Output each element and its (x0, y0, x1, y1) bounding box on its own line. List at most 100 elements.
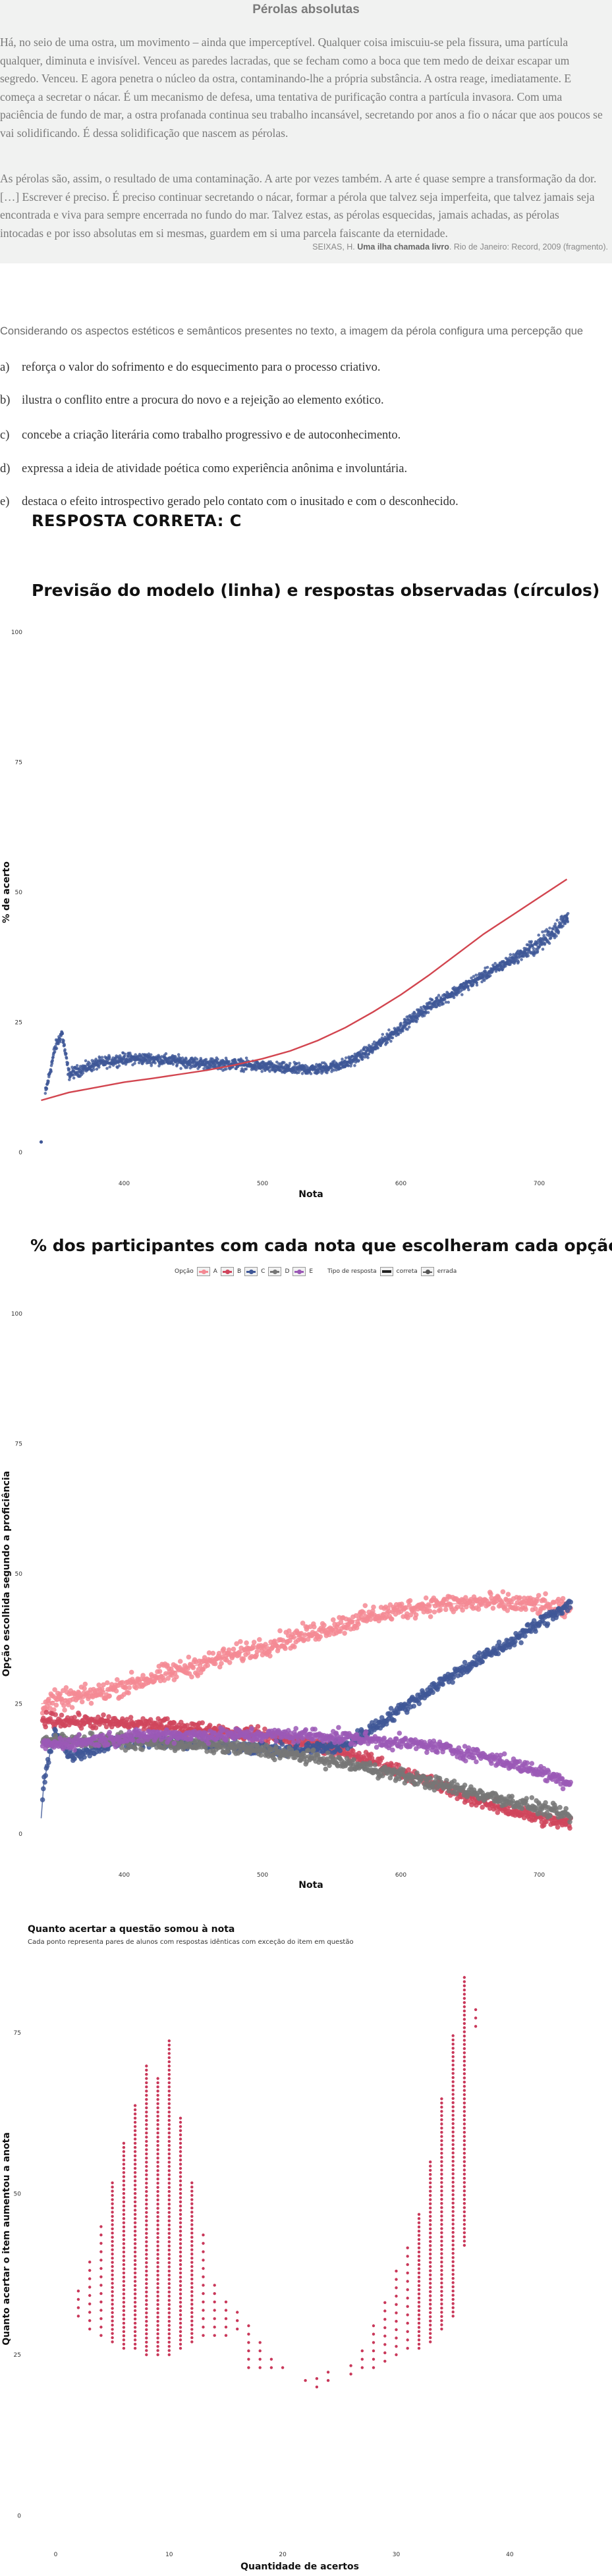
chart2-legend: Opção A B C D E Tipo de resposta correta… (175, 1265, 457, 1278)
series-point (269, 1747, 275, 1752)
series-point (318, 1634, 323, 1640)
series-point (72, 1715, 77, 1720)
series-point (123, 1685, 128, 1690)
series-point (519, 1806, 524, 1811)
option-a[interactable]: a) reforça o valor do sofrimento e do esq… (0, 361, 381, 375)
series-point (323, 1766, 329, 1772)
observed-point (171, 1062, 175, 1066)
observed-point (57, 1042, 60, 1046)
observed-point (486, 965, 489, 969)
series-point (189, 1674, 194, 1680)
series-point (531, 1618, 537, 1623)
series-point (107, 1693, 112, 1699)
series-point (43, 1709, 49, 1715)
series-point (165, 1716, 170, 1721)
series-point (115, 1677, 120, 1682)
series-point (226, 1647, 232, 1653)
observed-point (216, 1058, 219, 1061)
series-point (407, 1598, 413, 1603)
series-point (524, 1796, 529, 1801)
series-point (517, 1595, 522, 1601)
series-point (547, 1813, 553, 1819)
observed-point (381, 1033, 385, 1036)
observed-point (467, 988, 470, 992)
observed-point (565, 916, 569, 921)
series-point (287, 1628, 292, 1634)
y-axis-label: % de acerto (1, 861, 12, 923)
option-d[interactable]: d) expressa a ideia de atividade poética … (0, 462, 407, 476)
series-point (496, 1640, 502, 1645)
series-point (105, 1680, 110, 1686)
series-point (560, 1596, 566, 1601)
series-point (205, 1663, 211, 1668)
series-point (292, 1644, 297, 1650)
series-point (61, 1703, 67, 1708)
series-point (195, 1673, 201, 1678)
source-title: Uma ilha chamada livro (357, 242, 449, 252)
series-point (277, 1628, 283, 1634)
y-tick-label: 50 (15, 1571, 23, 1578)
series-point (148, 1717, 153, 1723)
series-point (88, 1700, 94, 1706)
observed-points (43, 912, 570, 1095)
series-point (244, 1640, 249, 1646)
legend-option-title: Opção (175, 1268, 194, 1275)
series-point (350, 1748, 356, 1754)
observed-point (97, 1065, 101, 1069)
observed-point (65, 1052, 68, 1056)
series-point (356, 1621, 361, 1627)
y-tick-label: 100 (11, 1311, 22, 1318)
series-point (106, 1714, 111, 1719)
observed-point (88, 1061, 92, 1065)
series-point (59, 1712, 65, 1718)
observed-point (95, 1067, 99, 1071)
observed-point (47, 1079, 50, 1083)
series-point (351, 1757, 356, 1763)
observed-point (68, 1078, 71, 1081)
series-point (568, 1599, 573, 1605)
observed-point (426, 1011, 430, 1014)
series-point (543, 1591, 548, 1597)
series-point (503, 1603, 508, 1609)
series-point (391, 1717, 397, 1723)
legend-swatch-b (220, 1267, 234, 1276)
observed-point (367, 1052, 371, 1056)
series-point (380, 1773, 385, 1779)
option-c[interactable]: c) concebe a criação literária como traba… (0, 429, 401, 443)
series-point (437, 1607, 443, 1613)
series-point (411, 1704, 416, 1709)
series-point (221, 1646, 227, 1651)
series-point (406, 1767, 411, 1773)
x-tick-label: 700 (534, 1872, 545, 1879)
series-point (396, 1762, 401, 1768)
series-point (342, 1630, 347, 1636)
series-point (157, 1669, 163, 1674)
series-point (443, 1607, 449, 1613)
x-tick-label: 600 (395, 1872, 406, 1879)
observed-point (133, 1061, 136, 1065)
legend-swatch-correct (379, 1267, 393, 1276)
series-point (101, 1682, 106, 1688)
series-point (533, 1606, 538, 1612)
observed-point (75, 1063, 79, 1067)
observed-point (309, 1072, 313, 1075)
series-point (356, 1750, 362, 1756)
observed-point (447, 1000, 450, 1004)
observed-point (561, 924, 565, 928)
observed-point (488, 974, 492, 978)
series-point (522, 1633, 528, 1639)
y-tick-label: 0 (18, 1831, 22, 1838)
series-point (414, 1770, 420, 1776)
series-point (462, 1659, 468, 1665)
series-point (464, 1798, 470, 1804)
option-b[interactable]: b) ilustra o conflito entre a procura do … (0, 394, 384, 408)
series-point (107, 1730, 112, 1735)
series-point (431, 1609, 437, 1615)
series-point (444, 1778, 449, 1783)
series-point (63, 1685, 69, 1690)
observed-point (184, 1058, 188, 1061)
observed-point (387, 1028, 391, 1032)
option-e[interactable]: e) destaca o efeito introspectivo gerado … (0, 495, 459, 509)
series-point (337, 1748, 343, 1754)
series-point (454, 1791, 459, 1796)
